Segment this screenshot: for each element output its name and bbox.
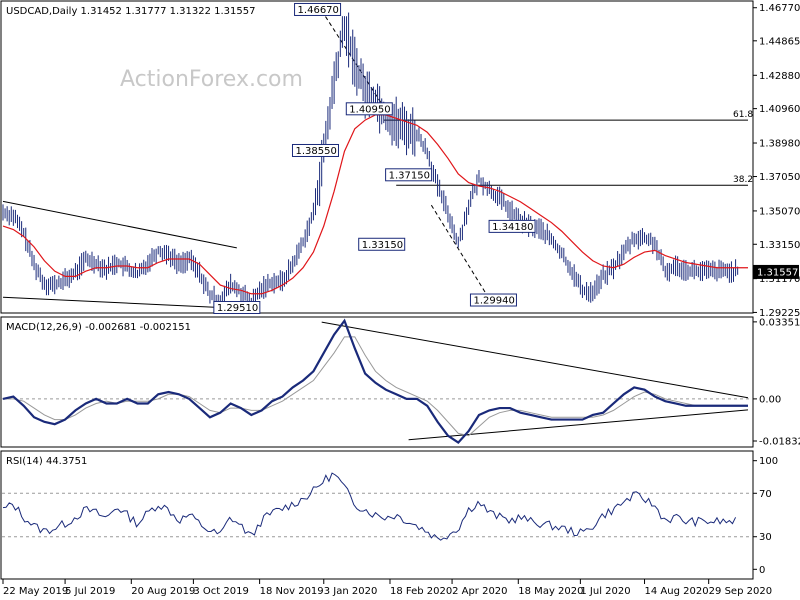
price-annotation-box <box>469 293 517 307</box>
rsi-panel-frame <box>0 450 754 580</box>
macd-y-tick-label: 0.033515 <box>759 317 800 328</box>
price-y-tick-label: 1.35070 <box>759 206 800 217</box>
macd-signal-line <box>3 336 748 437</box>
price-title: USDCAD,Daily 1.31452 1.31777 1.31322 1.3… <box>6 6 256 17</box>
price-y-tick-label: 1.46770 <box>759 3 800 14</box>
macd-trendline <box>408 409 749 441</box>
rsi-title: RSI(14) 44.3751 <box>6 456 87 467</box>
x-tick-label: 29 Sep 2020 <box>709 586 772 597</box>
x-tick-label: 1 Jul 2020 <box>580 586 630 597</box>
price-annotation-box <box>345 102 393 116</box>
price-moving-average <box>2 114 748 295</box>
rsi-y-tick-label: 0 <box>759 565 765 576</box>
macd-panel-frame <box>0 316 754 448</box>
price-annotation-label: 1.46670 <box>298 5 339 16</box>
price-y-tick-label: 1.44865 <box>759 36 800 47</box>
price-annotation-label: 1.38550 <box>295 146 336 157</box>
x-tick-label: 20 Aug 2019 <box>131 586 195 597</box>
x-tick-label: 5 Jul 2019 <box>65 586 115 597</box>
x-tick-label: 14 Aug 2020 <box>645 586 709 597</box>
price-annotation-label: 1.37150 <box>389 170 430 181</box>
x-tick-label: 3 Oct 2019 <box>193 586 248 597</box>
x-tick-label: 18 Feb 2020 <box>390 586 452 597</box>
fib-level-label: 38.2 <box>733 175 753 185</box>
price-annotation-box <box>294 2 342 16</box>
price-trendline <box>430 204 490 300</box>
price-annotation-label: 1.33150 <box>362 240 403 251</box>
rsi-y-tick-label: 70 <box>759 489 772 500</box>
price-annotation-box <box>385 168 433 182</box>
price-trendline <box>2 200 237 249</box>
price-y-tick-label: 1.42880 <box>759 71 800 82</box>
price-panel-frame <box>0 0 754 314</box>
price-annotation-label: 1.29940 <box>473 296 514 307</box>
price-annotation-label: 1.40950 <box>349 104 390 115</box>
last-price-marker <box>753 264 799 279</box>
x-tick-label: 18 May 2020 <box>518 586 583 597</box>
price-annotation-box <box>488 219 536 233</box>
x-tick-label: 3 Jan 2020 <box>324 586 378 597</box>
macd-layer: 0.033515 0.00 -0.018324 <box>2 317 800 447</box>
price-y-tick-label: 1.33150 <box>759 240 800 251</box>
x-tick-label: 22 May 2019 <box>3 586 68 597</box>
price-trendline <box>2 296 242 310</box>
price-y-tick-label: 1.40960 <box>759 104 800 115</box>
macd-title: MACD(12,26,9) -0.002681 -0.002151 <box>6 322 191 333</box>
macd-trendline <box>321 321 749 399</box>
x-tick-label: 18 Nov 2019 <box>260 586 324 597</box>
rsi-layer: 100 70 30 0 <box>2 456 778 576</box>
price-annotation-box <box>213 300 261 314</box>
watermark: ActionForex.com <box>120 67 303 92</box>
x-tick-label: 2 Apr 2020 <box>452 586 507 597</box>
price-annotation-label: 1.34180 <box>492 222 533 233</box>
macd-y-tick-label: 0.00 <box>759 394 781 405</box>
fib-level-label: 61.8 <box>733 110 753 120</box>
macd-line <box>2 318 748 444</box>
price-y-tick-label: 1.38980 <box>759 139 800 150</box>
last-price-label: 1.31557 <box>757 267 798 278</box>
macd-y-tick-label: -0.018324 <box>759 436 800 447</box>
price-layer: 1.46770 1.44865 1.42880 1.40960 1.38980 1.370… <box>2 2 800 319</box>
price-y-tick-label: 1.31170 <box>759 274 800 285</box>
price-annotation-label: 1.29510 <box>217 303 258 314</box>
rsi-line <box>2 472 737 541</box>
rsi-y-tick-label: 100 <box>759 456 778 467</box>
price-y-tick-label: 1.37050 <box>759 172 800 183</box>
price-annotation-box <box>358 237 406 251</box>
price-y-tick-label: 1.29225 <box>759 308 800 319</box>
price-annotation-box <box>291 143 339 157</box>
rsi-y-tick-label: 30 <box>759 532 772 543</box>
